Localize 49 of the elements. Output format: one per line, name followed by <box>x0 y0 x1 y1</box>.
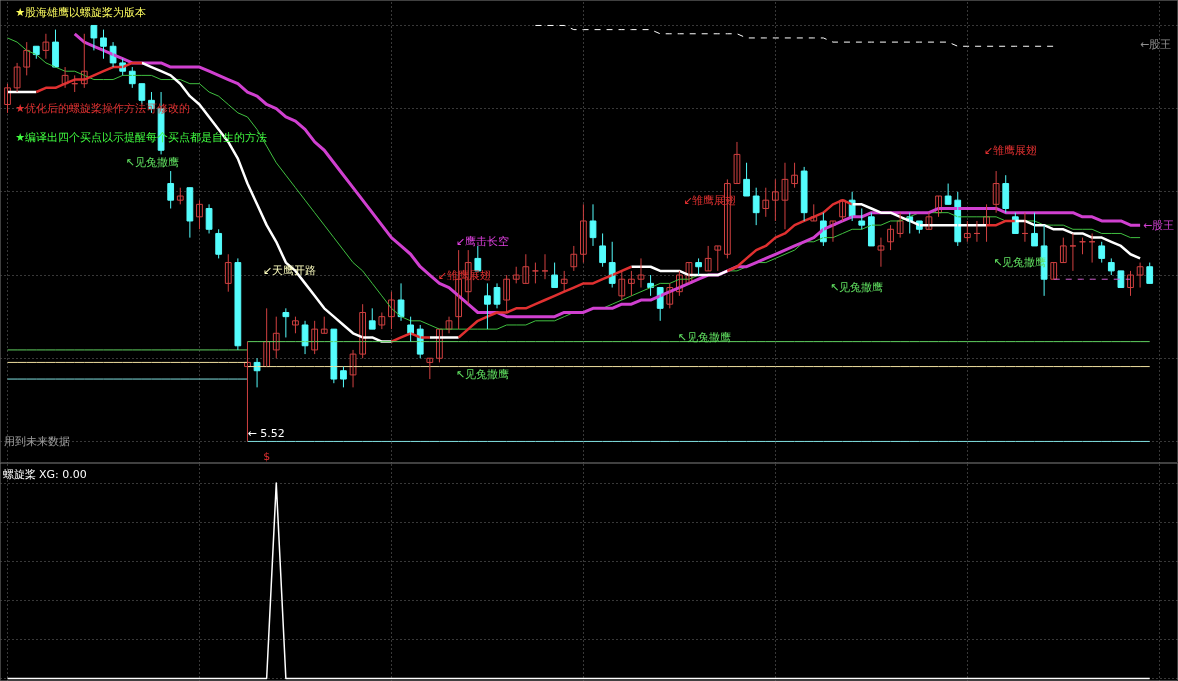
candlestick <box>1050 262 1058 280</box>
text: ★股海雄鹰以螺旋桨为版本 <box>15 5 147 19</box>
candlestick <box>637 257 645 289</box>
chart-title: 螺旋桨 XG: 0.00 <box>2 467 87 481</box>
annotation: ↖见兔撒鹰 <box>455 368 509 382</box>
candlestick <box>167 170 175 209</box>
annotation: ↖见兔撒鹰 <box>830 281 884 295</box>
annotation: ↖见兔撒鹰 <box>125 156 179 170</box>
candlestick <box>704 245 712 272</box>
annotation: ↖见兔撒鹰 <box>677 330 731 344</box>
annotation: ← 5.52 <box>247 427 285 441</box>
candlestick <box>1059 237 1067 264</box>
candlestick <box>1098 241 1106 264</box>
candlestick <box>580 203 587 264</box>
candlestick <box>743 162 750 197</box>
candlestick <box>1107 257 1115 276</box>
candlestick <box>714 245 722 272</box>
candlestick <box>618 270 626 301</box>
candlestick <box>1002 174 1010 214</box>
candlestick <box>800 166 808 222</box>
candlestick <box>503 274 510 313</box>
candlestick <box>551 262 558 289</box>
candlestick <box>484 282 491 330</box>
candlestick <box>522 253 530 284</box>
candlestick <box>1146 262 1154 284</box>
candlestick <box>771 178 779 222</box>
candlestick <box>368 307 376 330</box>
candlestick <box>599 232 606 268</box>
candlestick <box>340 366 347 388</box>
candlestick <box>1117 270 1125 289</box>
candlestick <box>378 311 386 330</box>
annotation: ↙鹰击长空 <box>455 235 509 249</box>
candlestick <box>752 187 760 226</box>
candlestick <box>589 203 597 247</box>
text: $ <box>263 449 271 463</box>
annotation: ↙天鹰开路 <box>262 264 317 278</box>
candlestick <box>100 29 107 60</box>
annotation: ↙雏鹰展翅 <box>983 143 1037 157</box>
candlestick <box>1031 212 1038 247</box>
candlestick <box>292 316 299 334</box>
candlestick <box>858 208 866 230</box>
candlestick <box>224 253 232 293</box>
candlestick <box>215 228 223 259</box>
candlestick <box>512 266 520 284</box>
candlestick <box>176 187 184 205</box>
annotation: ←股王 <box>1142 218 1175 232</box>
annotation: ←股王 <box>1140 37 1172 51</box>
candlestick <box>320 316 328 334</box>
annotation: 用到未来数据 <box>3 434 70 448</box>
